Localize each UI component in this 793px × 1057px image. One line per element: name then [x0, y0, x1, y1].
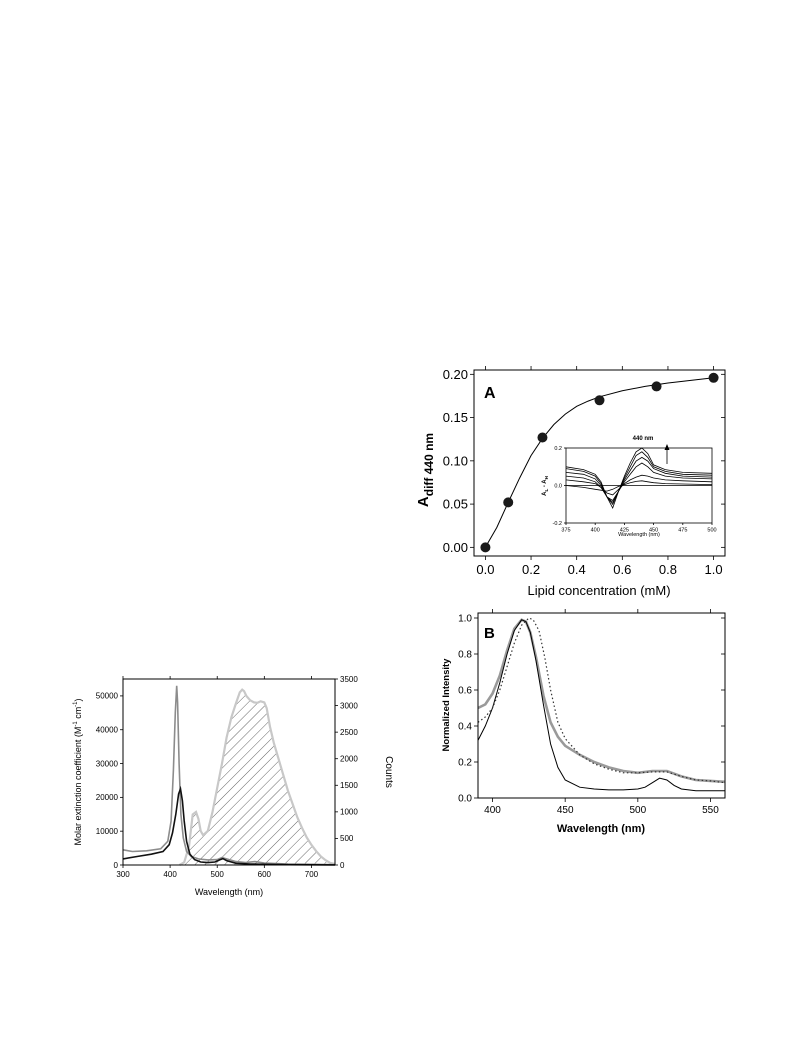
spectra-x-axis-label: Wavelength (nm) [195, 887, 263, 897]
spectra-left-y-axis-label: Molar extinction coefficient (M-1 cm-1) [73, 698, 83, 845]
spectra-right-y-tick-label: 3000 [340, 701, 358, 710]
inset-x-axis-label: Wavelength (nm) [618, 532, 660, 538]
spectra-right-y-tick-label: 1500 [340, 781, 358, 790]
panel-b-y-tick-label: 0.8 [458, 650, 472, 661]
spectra-x-tick-label: 700 [305, 870, 319, 879]
panel-b-y-tick-label: 0.0 [458, 794, 472, 805]
panel-a-x-tick-label: 0.0 [476, 562, 494, 577]
spectra-plot-frame [122, 678, 336, 866]
panel-b-y-tick-label: 0.4 [458, 722, 472, 733]
spectra-right-y-tick-label: 0 [340, 861, 345, 870]
panel-b-x-tick-label: 550 [702, 805, 719, 816]
inset-x-tick-label: 425 [620, 528, 629, 534]
panel-a-x-axis-label: Lipid concentration (mM) [527, 583, 670, 598]
panel-b-y-tick-label: 0.6 [458, 686, 472, 697]
panel-a-x-tick-label: 1.0 [705, 562, 723, 577]
panel-a-data-point [480, 542, 491, 553]
panel-a-data-point [503, 497, 514, 508]
panel-a-label: A [484, 385, 496, 402]
absorption-series-gray-line [122, 685, 336, 866]
panel-a-y-axis-label: Adiff 440 nm [415, 433, 436, 507]
spectra-x-tick-label: 600 [258, 870, 272, 879]
panel-a-x-tick-label: 0.2 [522, 562, 540, 577]
inset-arrow-up-icon [664, 444, 670, 450]
spectra-left-y-tick-label: 30000 [96, 759, 119, 768]
panel-a-chart: 0.0 0.2 0.4 0.6 0.8 1.0 0.00 0.05 0.10 0.15 0.20 A… [415, 366, 726, 598]
inset-difference-curve [565, 447, 713, 510]
spectra-x-tick-label: 300 [116, 870, 130, 879]
emission-series-line [178, 688, 336, 866]
spectra-left-y-tick-label: 20000 [96, 793, 119, 802]
inset-x-tick-label: 375 [561, 528, 570, 534]
inset-y-tick-label: 0.0 [554, 483, 562, 489]
panel-b-x-axis-label: Wavelength (nm) [557, 823, 646, 835]
spectra-right-y-tick-label: 2000 [340, 755, 358, 764]
inset-x-tick-label: 500 [707, 528, 716, 534]
panel-b-x-tick-label: 500 [629, 805, 646, 816]
inset-y-axis-label: AL - AH [542, 476, 549, 496]
panel-a-y-tick-label: 0.15 [443, 410, 468, 425]
panel-a-data-point [537, 432, 548, 443]
panel-b-x-tick-label: 450 [557, 805, 574, 816]
spectra-right-y-tick-label: 2500 [340, 728, 358, 737]
inset-y-tick-label: -0.2 [553, 521, 562, 527]
panel-b-y-axis-label: Normalized Intensity [441, 658, 452, 752]
spectra-x-tick-label: 500 [211, 870, 225, 879]
inset-annotation-440nm: 440 nm [633, 436, 654, 442]
inset-difference-curve [565, 456, 713, 504]
panel-a-y-tick-label: 0.00 [443, 540, 468, 555]
absorption-series-black-line [122, 785, 336, 866]
panel-a-inset: 375 400 425 450 475 500 -0.2 0.0 0.2 Wavelength … [542, 436, 717, 538]
inset-x-tick-label: 475 [678, 528, 687, 534]
panel-b-chart: 400 450 500 550 0.0 0.2 0.4 0.6 0.8 1.0 B Wavelen… [441, 609, 726, 835]
panel-b-black-line [477, 619, 725, 792]
panel-a-y-tick-label: 0.05 [443, 497, 468, 512]
panel-a-x-tick-label: 0.4 [568, 562, 586, 577]
inset-difference-curve [565, 462, 713, 502]
spectra-right-y-axis-label: Counts [383, 756, 394, 788]
spectra-right-y-tick-label: 500 [340, 834, 354, 843]
panel-a-data-point [651, 381, 662, 392]
panel-a-y-tick-label: 0.20 [443, 367, 468, 382]
inset-difference-curve [565, 480, 713, 492]
spectra-left-y-tick-label: 50000 [96, 692, 119, 701]
panel-a-data-point [594, 395, 605, 406]
inset-y-tick-label: 0.2 [554, 446, 562, 452]
panel-b-y-tick-label: 1.0 [458, 614, 472, 625]
spectra-left-y-tick-label: 10000 [96, 827, 119, 836]
panel-b-y-tick-label: 0.2 [458, 758, 472, 769]
panel-b-x-tick-label: 400 [484, 805, 501, 816]
panel-b-dotted-line [477, 617, 726, 784]
panel-a-x-tick-label: 0.8 [659, 562, 677, 577]
panel-b-gray-line [477, 618, 726, 784]
panel-a-plot-frame [473, 369, 726, 557]
spectra-x-tick-label: 400 [163, 870, 177, 879]
inset-difference-curve [565, 474, 713, 496]
panel-b-label: B [484, 625, 495, 642]
panel-b-plot-frame [477, 612, 726, 799]
spectra-right-y-tick-label: 1000 [340, 808, 358, 817]
spectra-left-y-tick-label: 0 [114, 861, 119, 870]
spectra-left-y-tick-label: 40000 [96, 726, 119, 735]
spectra-chart: 300 400 500 600 7000100002000030000400005000… [73, 675, 394, 897]
emission-hatched-area [179, 689, 335, 865]
inset-difference-curve [565, 451, 713, 506]
spectra-right-y-tick-label: 3500 [340, 675, 358, 684]
inset-x-tick-label: 450 [649, 528, 658, 534]
inset-x-tick-label: 400 [591, 528, 600, 534]
panel-a-data-point [708, 372, 719, 383]
panel-a-y-tick-label: 0.10 [443, 453, 468, 468]
panel-a-x-tick-label: 0.6 [613, 562, 631, 577]
